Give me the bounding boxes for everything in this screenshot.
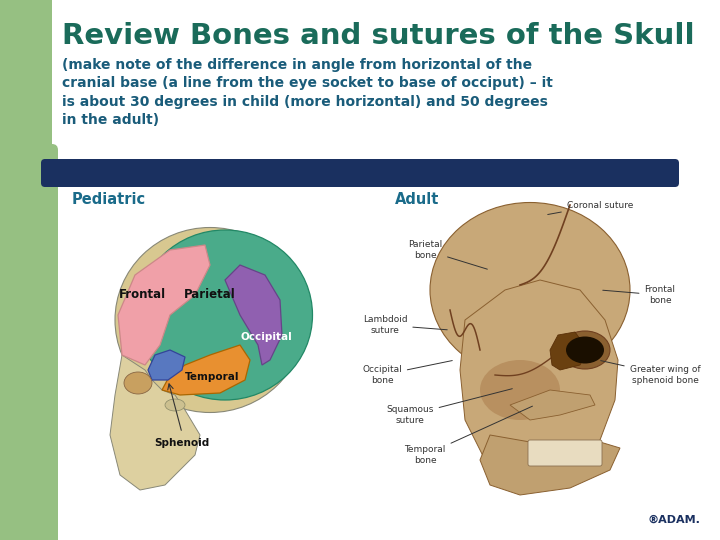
- Polygon shape: [510, 390, 595, 420]
- Text: Temporal
bone: Temporal bone: [405, 406, 533, 465]
- Text: (make note of the difference in angle from horizontal of the
cranial base (a lin: (make note of the difference in angle fr…: [62, 58, 553, 127]
- Ellipse shape: [124, 372, 152, 394]
- Text: Squamous
suture: Squamous suture: [387, 389, 513, 424]
- Ellipse shape: [165, 399, 185, 411]
- Ellipse shape: [566, 336, 604, 363]
- Text: Occipital
bone: Occipital bone: [362, 361, 452, 384]
- Text: Parietal
bone: Parietal bone: [408, 240, 487, 269]
- Text: Coronal suture: Coronal suture: [548, 200, 633, 214]
- Text: Review Bones and sutures of the Skull: Review Bones and sutures of the Skull: [62, 22, 695, 50]
- Bar: [0, 0, 52, 540]
- Text: Parietal: Parietal: [184, 288, 236, 301]
- Text: Greater wing of
sphenoid bone: Greater wing of sphenoid bone: [600, 361, 701, 384]
- Ellipse shape: [430, 202, 630, 377]
- Polygon shape: [118, 245, 210, 365]
- Text: Sphenoid: Sphenoid: [154, 438, 210, 448]
- Polygon shape: [148, 350, 185, 380]
- Polygon shape: [480, 435, 620, 495]
- FancyBboxPatch shape: [0, 144, 58, 540]
- Text: Adult: Adult: [395, 192, 439, 207]
- Ellipse shape: [480, 360, 560, 420]
- Polygon shape: [162, 345, 250, 395]
- Polygon shape: [110, 355, 200, 490]
- Text: Occipital: Occipital: [240, 332, 292, 342]
- Text: Frontal
bone: Frontal bone: [603, 285, 675, 305]
- Polygon shape: [550, 332, 588, 370]
- Polygon shape: [460, 280, 618, 480]
- Text: Frontal: Frontal: [118, 288, 166, 301]
- Ellipse shape: [138, 230, 312, 400]
- Text: ®ADAM.: ®ADAM.: [647, 515, 700, 525]
- Ellipse shape: [115, 227, 305, 413]
- FancyBboxPatch shape: [41, 159, 679, 187]
- FancyBboxPatch shape: [528, 440, 602, 466]
- Text: Lambdoid
suture: Lambdoid suture: [363, 315, 447, 335]
- Polygon shape: [225, 265, 282, 365]
- Text: Pediatric: Pediatric: [72, 192, 146, 207]
- Text: Temporal: Temporal: [185, 372, 239, 382]
- Ellipse shape: [560, 331, 610, 369]
